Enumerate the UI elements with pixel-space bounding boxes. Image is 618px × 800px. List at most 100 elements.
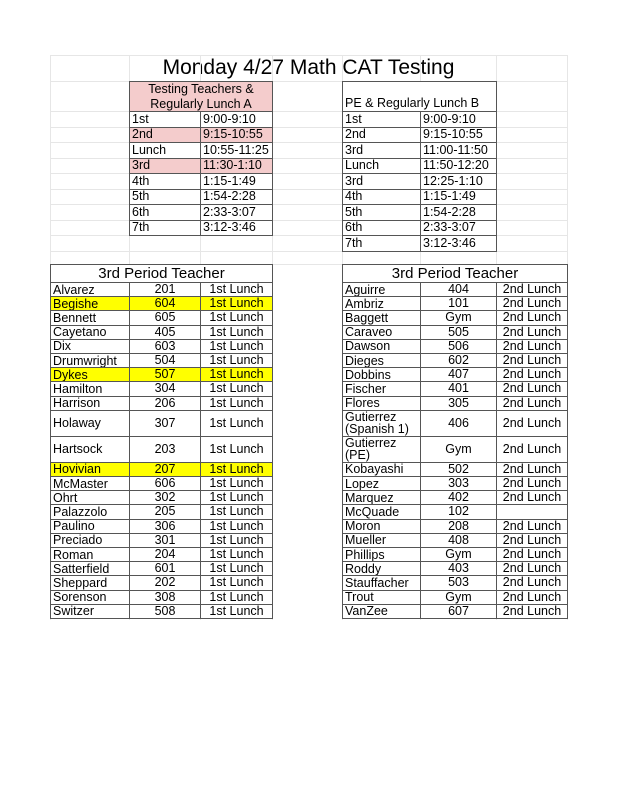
- teacher-lunch[interactable]: 2nd Lunch: [496, 490, 568, 506]
- teacher-name[interactable]: Ambriz: [342, 296, 421, 312]
- teacher-room[interactable]: 205: [129, 504, 201, 520]
- teacher-room[interactable]: 507: [129, 367, 201, 383]
- teacher-lunch[interactable]: 1st Lunch: [200, 367, 273, 383]
- schedule-a-time[interactable]: 9:00-9:10: [200, 111, 273, 128]
- teacher-name[interactable]: Trout: [342, 589, 421, 605]
- teacher-room[interactable]: 305: [420, 395, 497, 411]
- teacher-name[interactable]: Harrison: [50, 395, 130, 411]
- teacher-room[interactable]: 406: [420, 409, 497, 437]
- teacher-room[interactable]: 508: [129, 603, 201, 619]
- teacher-name[interactable]: McQuade: [342, 504, 421, 520]
- teacher-lunch[interactable]: 2nd Lunch: [496, 532, 568, 548]
- schedule-a-period[interactable]: 7th: [129, 219, 201, 236]
- teacher-name[interactable]: Flores: [342, 395, 421, 411]
- teacher-name[interactable]: Stauffacher: [342, 575, 421, 591]
- schedule-a-period[interactable]: 3rd: [129, 157, 201, 174]
- teacher-name[interactable]: Fischer: [342, 381, 421, 397]
- teacher-lunch[interactable]: 1st Lunch: [200, 461, 273, 477]
- teacher-room[interactable]: 502: [420, 461, 497, 477]
- teacher-lunch[interactable]: 1st Lunch: [200, 324, 273, 340]
- teacher-lunch[interactable]: 1st Lunch: [200, 589, 273, 605]
- schedule-a-time[interactable]: 9:15-10:55: [200, 126, 273, 143]
- teacher-room[interactable]: 604: [129, 296, 201, 312]
- schedule-b-time[interactable]: 1:54-2:28: [420, 204, 497, 221]
- teacher-room[interactable]: 303: [420, 476, 497, 492]
- teacher-room[interactable]: 601: [129, 561, 201, 577]
- teacher-name[interactable]: Kobayashi: [342, 461, 421, 477]
- teacher-name[interactable]: Lopez: [342, 476, 421, 492]
- schedule-b-time[interactable]: 9:00-9:10: [420, 111, 497, 128]
- teacher-lunch[interactable]: 2nd Lunch: [496, 461, 568, 477]
- teacher-lunch[interactable]: 2nd Lunch: [496, 324, 568, 340]
- teacher-room[interactable]: 304: [129, 381, 201, 397]
- schedule-b-time[interactable]: 11:50-12:20: [420, 157, 497, 174]
- teacher-name[interactable]: Holaway: [50, 409, 130, 437]
- teacher-lunch[interactable]: 1st Lunch: [200, 395, 273, 411]
- teacher-lunch[interactable]: 2nd Lunch: [496, 296, 568, 312]
- teacher-name[interactable]: Switzer: [50, 603, 130, 619]
- schedule-b-period[interactable]: 7th: [342, 235, 421, 252]
- schedule-b-time[interactable]: 1:15-1:49: [420, 188, 497, 205]
- teacher-name[interactable]: Aguirre: [342, 282, 421, 298]
- teacher-room[interactable]: 403: [420, 561, 497, 577]
- teacher-name[interactable]: Dawson: [342, 338, 421, 354]
- teacher-lunch[interactable]: 2nd Lunch: [496, 575, 568, 591]
- teacher-room[interactable]: 202: [129, 575, 201, 591]
- schedule-b-period[interactable]: 3rd: [342, 142, 421, 159]
- teacher-lunch[interactable]: 1st Lunch: [200, 296, 273, 312]
- teacher-lunch[interactable]: 2nd Lunch: [496, 547, 568, 563]
- teacher-lunch[interactable]: 2nd Lunch: [496, 518, 568, 534]
- teacher-lunch[interactable]: 2nd Lunch: [496, 381, 568, 397]
- teacher-lunch[interactable]: 1st Lunch: [200, 547, 273, 563]
- teacher-room[interactable]: 203: [129, 435, 201, 463]
- teacher-lunch[interactable]: 2nd Lunch: [496, 338, 568, 354]
- teacher-room[interactable]: 301: [129, 532, 201, 548]
- teacher-name[interactable]: Dobbins: [342, 367, 421, 383]
- teacher-room[interactable]: 204: [129, 547, 201, 563]
- schedule-b-period[interactable]: 3rd: [342, 173, 421, 190]
- schedule-b-period[interactable]: Lunch: [342, 157, 421, 174]
- schedule-a-period[interactable]: 4th: [129, 173, 201, 190]
- teacher-room[interactable]: 102: [420, 504, 497, 520]
- schedule-b-period[interactable]: 5th: [342, 204, 421, 221]
- teacher-room[interactable]: 401: [420, 381, 497, 397]
- teacher-name[interactable]: Dykes: [50, 367, 130, 383]
- schedule-a-time[interactable]: 2:33-3:07: [200, 204, 273, 221]
- teacher-room[interactable]: 302: [129, 490, 201, 506]
- teacher-name[interactable]: Baggett: [342, 310, 421, 326]
- schedule-b-period[interactable]: 1st: [342, 111, 421, 128]
- teacher-name[interactable]: Roman: [50, 547, 130, 563]
- teacher-lunch[interactable]: 2nd Lunch: [496, 282, 568, 298]
- teacher-lunch[interactable]: 1st Lunch: [200, 504, 273, 520]
- teacher-room[interactable]: 404: [420, 282, 497, 298]
- teacher-lunch[interactable]: 1st Lunch: [200, 338, 273, 354]
- teacher-room[interactable]: 207: [129, 461, 201, 477]
- teacher-lunch[interactable]: 1st Lunch: [200, 476, 273, 492]
- teacher-room[interactable]: 306: [129, 518, 201, 534]
- teacher-name[interactable]: Ohrt: [50, 490, 130, 506]
- teacher-name[interactable]: Gutierrez (PE): [342, 435, 421, 463]
- teacher-name[interactable]: Drumwright: [50, 353, 130, 369]
- schedule-b-period[interactable]: 4th: [342, 188, 421, 205]
- schedule-b-header[interactable]: PE & Regularly Lunch B: [342, 81, 497, 112]
- teacher-lunch[interactable]: 1st Lunch: [200, 381, 273, 397]
- teacher-name[interactable]: VanZee: [342, 603, 421, 619]
- teacher-lunch[interactable]: 1st Lunch: [200, 603, 273, 619]
- teacher-lunch[interactable]: 1st Lunch: [200, 532, 273, 548]
- teacher-room[interactable]: Gym: [420, 547, 497, 563]
- schedule-a-period[interactable]: 6th: [129, 204, 201, 221]
- teacher-room[interactable]: 307: [129, 409, 201, 437]
- teacher-name[interactable]: Hartsock: [50, 435, 130, 463]
- teacher-name[interactable]: Gutierrez (Spanish 1): [342, 409, 421, 437]
- schedule-a-period[interactable]: 1st: [129, 111, 201, 128]
- schedule-b-period[interactable]: 6th: [342, 219, 421, 236]
- teacher-lunch[interactable]: 2nd Lunch: [496, 310, 568, 326]
- schedule-a-period[interactable]: Lunch: [129, 142, 201, 159]
- schedule-b-time[interactable]: 9:15-10:55: [420, 126, 497, 143]
- schedule-a-time[interactable]: 10:55-11:25: [200, 142, 273, 159]
- teacher-room[interactable]: 602: [420, 353, 497, 369]
- schedule-a-time[interactable]: 1:54-2:28: [200, 188, 273, 205]
- teacher-lunch[interactable]: [496, 504, 568, 520]
- teacher-name[interactable]: Dix: [50, 338, 130, 354]
- teacher-name[interactable]: Caraveo: [342, 324, 421, 340]
